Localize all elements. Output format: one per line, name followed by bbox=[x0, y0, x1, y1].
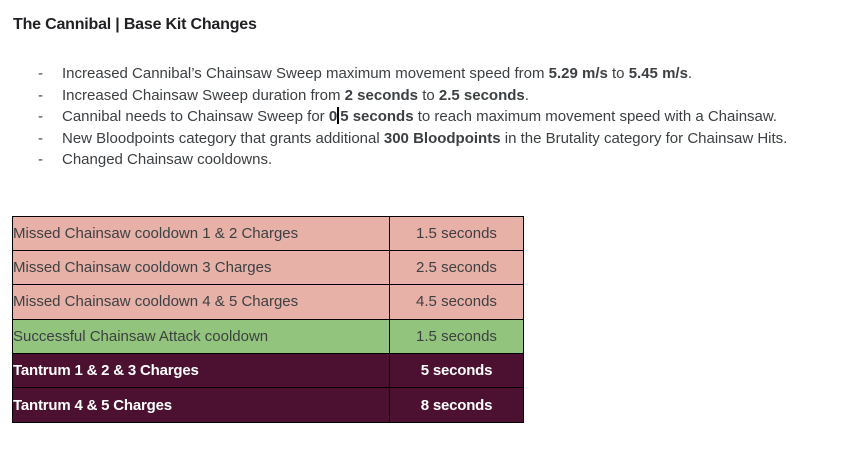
page-title[interactable]: The Cannibal | Base Kit Changes bbox=[13, 16, 257, 33]
text-cursor bbox=[337, 107, 340, 124]
bullet-item-bloodpoints[interactable]: - New Bloodpoints category that grants a… bbox=[0, 128, 844, 150]
cooldown-value-cell[interactable]: 1.5 seconds bbox=[389, 318, 524, 355]
cooldown-value-cell[interactable]: 8 seconds bbox=[389, 387, 524, 423]
cooldown-value-cell[interactable]: 5 seconds bbox=[389, 353, 524, 389]
table-row-successful-attack: Successful Chainsaw Attack cooldown 1.5 … bbox=[12, 318, 524, 355]
bullet-text: Increased Chainsaw Sweep duration from 2… bbox=[62, 86, 529, 104]
document-page: The Cannibal | Base Kit Changes - Increa… bbox=[0, 14, 844, 471]
table-row-missed-4-5: Missed Chainsaw cooldown 4 & 5 Charges 4… bbox=[12, 284, 524, 320]
cooldown-label-cell[interactable]: Missed Chainsaw cooldown 4 & 5 Charges bbox=[12, 284, 390, 320]
bullet-text: New Bloodpoints category that grants add… bbox=[62, 129, 788, 147]
cooldown-label-cell[interactable]: Successful Chainsaw Attack cooldown bbox=[12, 318, 390, 355]
cooldown-value-cell[interactable]: 1.5 seconds bbox=[389, 215, 524, 251]
cooldown-label-cell[interactable]: Missed Chainsaw cooldown 1 & 2 Charges bbox=[12, 215, 390, 251]
cooldown-value-cell[interactable]: 2.5 seconds bbox=[389, 249, 524, 286]
bullet-dash: - bbox=[38, 108, 43, 125]
bullet-text: Increased Cannibal’s Chainsaw Sweep maxi… bbox=[62, 65, 693, 82]
chainsaw-cooldown-table: Missed Chainsaw cooldown 1 & 2 Charges 1… bbox=[12, 215, 524, 423]
table-row-missed-3: Missed Chainsaw cooldown 3 Charges 2.5 s… bbox=[12, 249, 524, 286]
cooldown-value-cell[interactable]: 4.5 seconds bbox=[389, 284, 524, 320]
bullet-item-max-speed-time[interactable]: - Cannibal needs to Chainsaw Sweep for 0… bbox=[0, 106, 844, 128]
bullet-list: - Increased Cannibal’s Chainsaw Sweep ma… bbox=[0, 63, 844, 171]
bullet-text: Changed Chainsaw cooldowns. bbox=[62, 151, 273, 168]
bullet-dash: - bbox=[38, 129, 43, 147]
bullet-dash: - bbox=[38, 86, 43, 104]
cooldown-label-cell[interactable]: Missed Chainsaw cooldown 3 Charges bbox=[12, 249, 390, 286]
bullet-item-duration[interactable]: - Increased Chainsaw Sweep duration from… bbox=[0, 85, 844, 107]
bullet-dash: - bbox=[38, 65, 43, 82]
cooldown-label-cell[interactable]: Tantrum 4 & 5 Charges bbox=[12, 387, 390, 423]
bullet-item-cooldowns[interactable]: - Changed Chainsaw cooldowns. bbox=[0, 149, 844, 171]
table-row-tantrum-4-5: Tantrum 4 & 5 Charges 8 seconds bbox=[12, 387, 524, 423]
table-row-missed-1-2: Missed Chainsaw cooldown 1 & 2 Charges 1… bbox=[12, 215, 524, 251]
cooldown-label-cell[interactable]: Tantrum 1 & 2 & 3 Charges bbox=[12, 353, 390, 389]
table-row-tantrum-1-2-3: Tantrum 1 & 2 & 3 Charges 5 seconds bbox=[12, 353, 524, 389]
bullet-item-speed[interactable]: - Increased Cannibal’s Chainsaw Sweep ma… bbox=[0, 63, 844, 85]
bullet-dash: - bbox=[38, 151, 43, 168]
